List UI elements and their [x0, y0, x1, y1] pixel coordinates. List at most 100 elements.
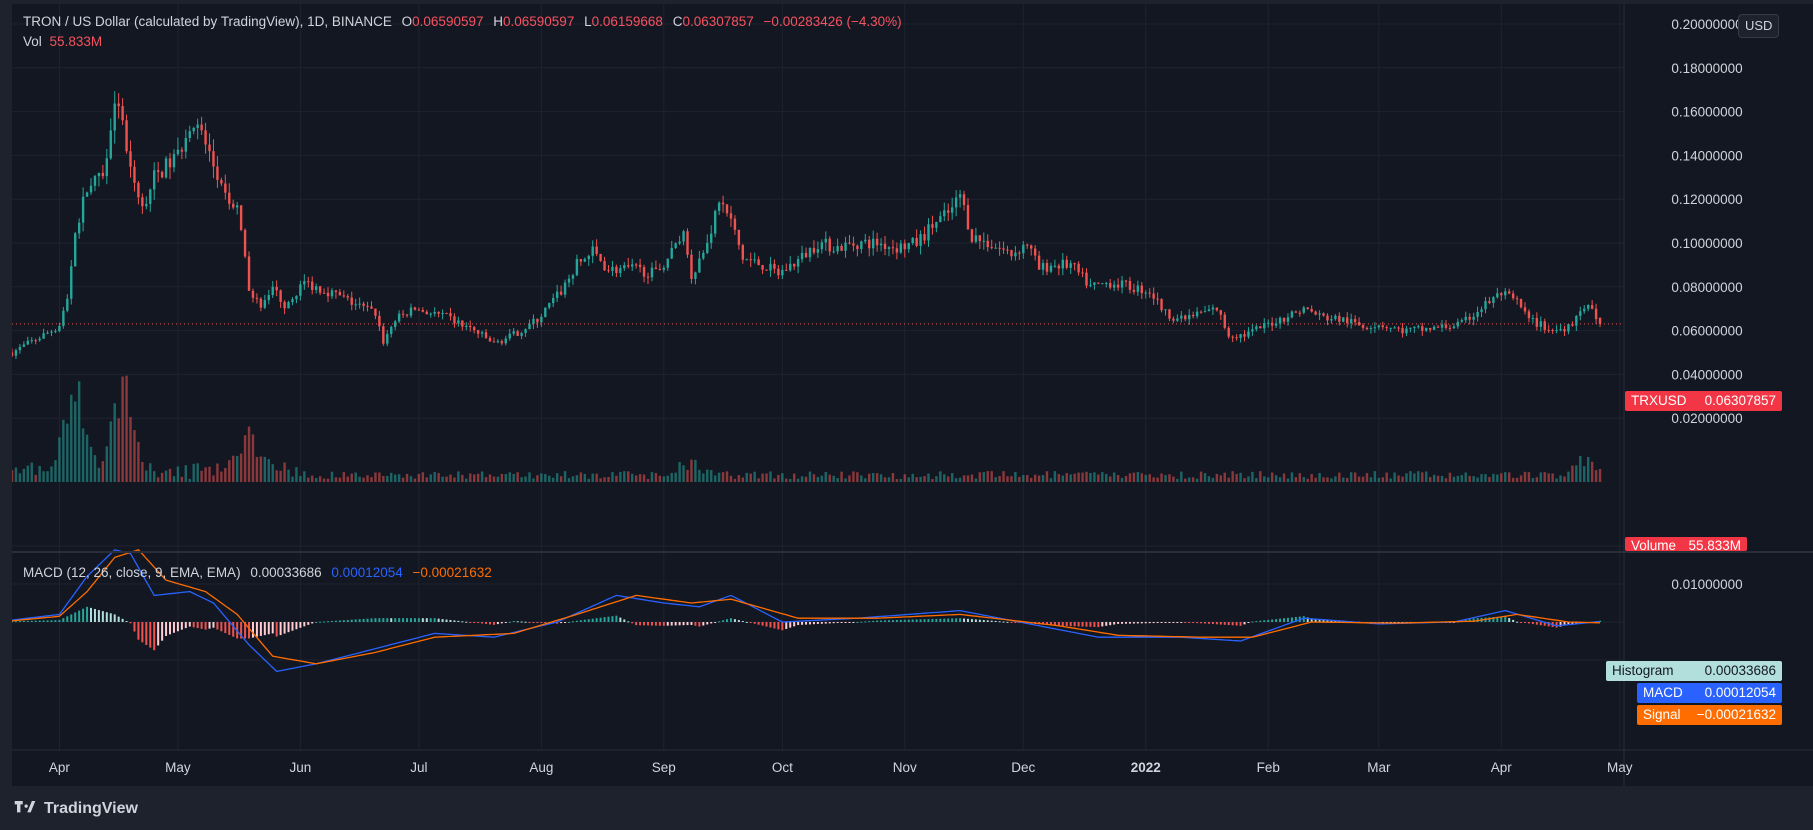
histogram-bar — [1468, 619, 1471, 622]
volume-bar — [682, 465, 685, 482]
price-axis[interactable]: 0.20000000 0.18000000 0.16000000 0.14000000… — [1671, 17, 1742, 426]
time-tick-label: Dec — [1011, 760, 1035, 775]
histogram-bar — [129, 622, 132, 624]
candle-body — [970, 229, 974, 242]
candle-body — [287, 302, 290, 309]
candle-body — [658, 268, 662, 270]
volume-bar — [1385, 472, 1388, 482]
volume-bar — [358, 476, 361, 482]
volume-bar — [1444, 478, 1448, 482]
histogram-bar — [686, 622, 689, 626]
histogram-bar — [165, 622, 168, 636]
candle-body — [1061, 259, 1064, 269]
histogram-bar — [461, 621, 464, 623]
volume-bar — [804, 476, 808, 482]
candle-body — [350, 297, 353, 305]
candle-body — [524, 329, 527, 333]
volume-bar — [812, 474, 816, 482]
volume-bar — [338, 477, 342, 482]
histogram-bar — [733, 619, 736, 622]
volume-bar — [1523, 471, 1527, 482]
histogram-bar — [836, 622, 839, 623]
volume-bar — [958, 477, 962, 482]
volume-bar — [710, 470, 713, 482]
volume-bar — [792, 473, 796, 482]
volume-bar — [378, 472, 381, 482]
volume-bar — [970, 474, 974, 482]
volume-bar — [1120, 477, 1124, 482]
symbol-legend[interactable]: TRON / US Dollar (calculated by TradingV… — [23, 14, 902, 29]
volume-bar — [528, 472, 531, 482]
candle-body — [812, 247, 816, 253]
histogram-bar — [516, 621, 519, 623]
chart-canvas[interactable]: 0.20000000 0.18000000 0.16000000 0.14000000… — [12, 4, 1813, 786]
histogram-bar — [366, 618, 369, 622]
histogram-bar — [1144, 622, 1147, 624]
volume-bar — [646, 478, 650, 482]
candle-body — [844, 242, 847, 251]
time-axis[interactable]: Apr May Jun Jul Aug Sep Oct Nov Dec 2022 Feb Mar Apr… — [49, 760, 1633, 775]
volume-bar — [1116, 475, 1120, 482]
symbol-price-tag: TRXUSD 0.06307857 — [1625, 391, 1782, 411]
time-tick-label: Oct — [772, 760, 793, 775]
volume-bar — [899, 478, 903, 482]
histogram-bar — [852, 622, 855, 623]
candle-body — [532, 318, 535, 324]
volume-bar — [686, 469, 689, 482]
volume-bar — [1267, 477, 1270, 482]
histogram-bar — [1160, 622, 1163, 623]
tradingview-brand[interactable]: TradingView — [12, 797, 138, 821]
volume-bar — [650, 472, 654, 482]
histogram-bar — [955, 618, 958, 622]
candle-body — [160, 171, 164, 178]
volume-bar — [919, 476, 922, 482]
volume-bar — [540, 473, 543, 482]
histogram-bar — [1263, 620, 1266, 622]
volume-bar — [204, 467, 207, 482]
macd-legend[interactable]: MACD (12, 26, close, 9, EMA, EMA) 0.0003… — [23, 565, 492, 580]
volume-bar — [1334, 476, 1337, 482]
candle-body — [678, 241, 681, 244]
volume-bar — [1409, 471, 1412, 482]
candle-body — [1575, 315, 1578, 326]
candle-body — [1184, 315, 1187, 320]
candle-body — [947, 210, 950, 213]
histogram-bar — [1520, 622, 1523, 623]
candle-body — [690, 254, 693, 279]
candle-body — [176, 149, 180, 155]
low-value: 0.06159668 — [591, 14, 663, 29]
candle-body — [1176, 318, 1179, 321]
volume-legend[interactable]: Vol 55.833M — [23, 34, 102, 49]
histogram-bar — [757, 622, 760, 625]
volume-bar — [1353, 472, 1357, 482]
candle-body — [1033, 248, 1037, 256]
histogram-bar — [722, 620, 725, 622]
histogram-bar — [14, 621, 17, 623]
signal-tag-value: −0.00021632 — [1696, 707, 1776, 722]
volume-bar — [1045, 471, 1049, 482]
volume-bar — [1515, 477, 1519, 482]
candle-body — [208, 144, 211, 152]
chart-frame[interactable]: 0.20000000 0.18000000 0.16000000 0.14000000… — [12, 4, 1813, 786]
volume-bar — [1148, 474, 1151, 482]
candle-body — [852, 243, 855, 246]
candle-body — [1409, 327, 1412, 329]
histogram-bar — [504, 622, 507, 623]
volume-bar — [1109, 476, 1112, 482]
macd-indicator-label[interactable]: MACD (12, 26, close, 9, EMA, EMA) — [23, 565, 241, 580]
volume-bar — [287, 469, 290, 482]
histogram-bar — [1563, 622, 1566, 626]
candle-body — [666, 258, 669, 268]
volume-bar — [26, 465, 30, 482]
volume-bar — [117, 418, 120, 482]
volume-bar — [251, 434, 255, 482]
volume-bar — [563, 471, 567, 482]
candle-body — [868, 239, 871, 249]
histogram-bar — [698, 622, 701, 627]
candle-body — [1381, 325, 1384, 328]
histogram-bar — [86, 606, 89, 622]
symbol-title[interactable]: TRON / US Dollar (calculated by TradingV… — [23, 14, 392, 29]
candle-body — [781, 269, 784, 276]
currency-button[interactable]: USD — [1738, 14, 1780, 38]
histogram-bar — [1148, 622, 1151, 624]
